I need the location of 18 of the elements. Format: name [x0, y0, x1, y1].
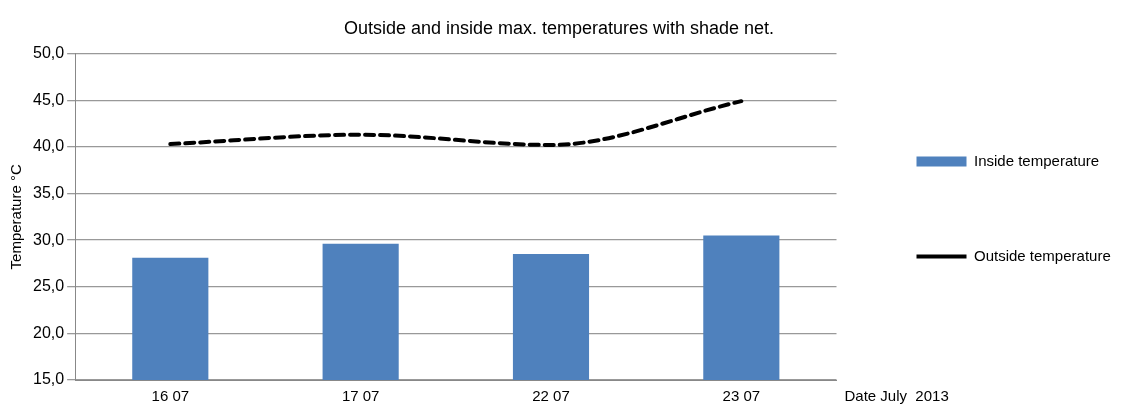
y-tick-label: 25,0 [33, 277, 65, 295]
y-tick-label: 35,0 [33, 183, 65, 201]
y-tick-label: 45,0 [33, 90, 65, 108]
y-axis-title: Temperature °C [7, 164, 25, 270]
legend-label: Inside temperature [974, 151, 1100, 169]
x-axis-title: Date July 2013 [844, 387, 949, 405]
y-tick-label: 50,0 [33, 44, 65, 62]
x-tick-label: 17 07 [341, 387, 380, 405]
x-tick-label: 23 07 [722, 387, 761, 405]
y-tick-label: 30,0 [33, 230, 65, 248]
y-tick-label: 15,0 [33, 370, 65, 388]
x-tick-label: 22 07 [532, 387, 570, 405]
line-series [168, 99, 744, 147]
y-tick-label: 20,0 [33, 323, 65, 341]
y-tick-label: 40,0 [33, 137, 65, 155]
chart-title: Outside and inside max. temperatures with shade net. [343, 17, 775, 38]
legend-label: Outside temperature [974, 246, 1111, 264]
x-tick-label: 16 07 [151, 387, 190, 405]
